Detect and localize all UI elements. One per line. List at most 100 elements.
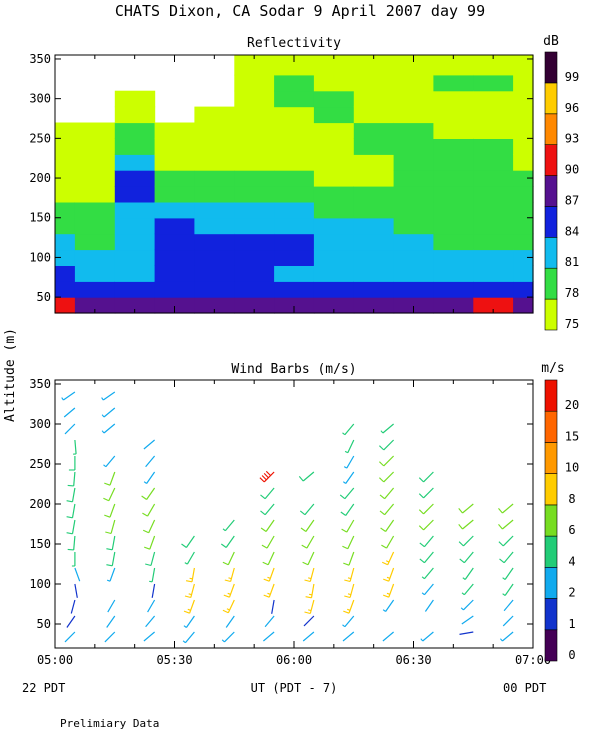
- reflectivity-cell: [74, 186, 116, 203]
- colorbar-label: 4: [568, 554, 575, 568]
- reflectivity-cell: [55, 138, 76, 155]
- reflectivity-cell: [473, 122, 514, 139]
- wind-barb: [222, 519, 235, 532]
- reflectivity-cell: [194, 217, 235, 235]
- reflectivity-cell: [274, 249, 315, 266]
- reflectivity-y-axis: 50 100 150 200 250 300 350: [29, 52, 533, 304]
- reflectivity-cell: [473, 106, 514, 124]
- reflectivity-colorbar-unit: dB: [543, 34, 559, 49]
- reflectivity-cell: [473, 154, 514, 171]
- y-tick-label: 200: [29, 497, 51, 511]
- reflectivity-cell: [74, 122, 116, 139]
- reflectivity-cell: [274, 201, 315, 219]
- reflectivity-cell: [433, 281, 474, 298]
- reflectivity-cell: [114, 249, 156, 266]
- reflectivity-cell: [313, 297, 355, 314]
- wind-barb: [101, 407, 116, 418]
- colorbar-swatch: [544, 379, 558, 412]
- reflectivity-cell: [194, 201, 235, 219]
- reflectivity-cell: [433, 122, 474, 139]
- reflectivity-cell: [353, 233, 395, 251]
- reflectivity-cell: [234, 249, 275, 266]
- x-tick-label: 07:00: [515, 653, 551, 667]
- reflectivity-cell: [353, 201, 395, 219]
- reflectivity-cell: [433, 265, 474, 282]
- reflectivity-cell: [393, 154, 434, 171]
- reflectivity-x-axis: [54, 55, 534, 313]
- wind-barb: [66, 519, 76, 535]
- wind-barb: [343, 455, 355, 469]
- reflectivity-cell: [55, 265, 76, 282]
- reflectivity-cell: [313, 138, 355, 155]
- reflectivity-cell: [433, 201, 474, 219]
- colorbar-label: 93: [565, 132, 579, 146]
- wind-barb: [379, 487, 395, 500]
- wind-barb: [339, 487, 355, 500]
- wind-barb: [67, 471, 76, 487]
- wind-barb: [344, 583, 355, 599]
- wind-barb: [67, 535, 76, 551]
- reflectivity-cell: [513, 186, 534, 203]
- colorbar-label: 87: [565, 193, 579, 207]
- reflectivity-cell: [194, 297, 235, 314]
- wind-barb: [263, 583, 275, 598]
- y-axis-label: Altitude (m): [3, 328, 18, 422]
- reflectivity-cell: [473, 201, 514, 219]
- wind-barb: [70, 599, 76, 614]
- reflectivity-cell: [194, 265, 235, 282]
- wind-barb: [147, 599, 156, 613]
- reflectivity-cell: [513, 201, 534, 219]
- reflectivity-cell: [513, 297, 534, 314]
- wind-barb: [61, 391, 76, 401]
- reflectivity-cell: [513, 170, 534, 187]
- reflectivity-cell: [313, 217, 355, 235]
- reflectivity-cell: [234, 217, 275, 235]
- reflectivity-cell: [194, 154, 235, 171]
- reflectivity-cell: [473, 55, 514, 76]
- wind-barb: [143, 471, 156, 484]
- colorbar-label: 10: [565, 461, 579, 475]
- reflectivity-cell: [234, 170, 275, 187]
- colorbar-label: 2: [568, 586, 575, 600]
- reflectivity-cell: [154, 233, 195, 251]
- reflectivity-cell: [114, 122, 156, 139]
- reflectivity-cell: [473, 74, 514, 92]
- colorbar-swatch: [544, 504, 558, 537]
- reflectivity-cell: [154, 154, 195, 171]
- y-tick-label: 100: [29, 250, 51, 264]
- wind-barb: [107, 599, 116, 613]
- reflectivity-cell: [234, 122, 275, 139]
- reflectivity-cell: [313, 154, 355, 171]
- reflectivity-cell: [393, 201, 434, 219]
- wind-barb: [381, 551, 395, 566]
- reflectivity-cell: [393, 186, 434, 203]
- reflectivity-cell: [154, 122, 195, 139]
- reflectivity-cell: [274, 122, 315, 139]
- colorbar-swatch: [544, 144, 558, 176]
- wind-barb: [101, 391, 116, 401]
- reflectivity-cell: [513, 154, 534, 171]
- reflectivity-cell: [55, 297, 76, 314]
- wind-barb: [342, 631, 355, 642]
- wind-barb: [64, 423, 76, 435]
- wind-barb: [74, 567, 81, 582]
- reflectivity-cell: [433, 233, 474, 251]
- reflectivity-cell: [473, 138, 514, 155]
- colorbar-label: 90: [565, 163, 579, 177]
- reflectivity-cell: [74, 281, 116, 298]
- wind-barb: [68, 456, 76, 471]
- reflectivity-cell: [274, 74, 315, 92]
- colorbar-swatch: [544, 629, 558, 662]
- colorbar-swatch: [544, 237, 558, 269]
- wind-barb: [183, 599, 195, 614]
- reflectivity-cell: [353, 297, 395, 314]
- reflectivity-cell: [513, 90, 534, 108]
- x-tick-label: 05:30: [156, 653, 192, 667]
- reflectivity-cell: [353, 55, 395, 76]
- reflectivity-cell: [313, 201, 355, 219]
- y-tick-label: 250: [29, 131, 51, 145]
- reflectivity-cell: [513, 106, 534, 124]
- wind-barb: [380, 519, 395, 532]
- wind-barb: [106, 615, 116, 628]
- wind-barb: [66, 615, 76, 628]
